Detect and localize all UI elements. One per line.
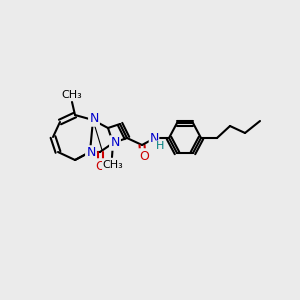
Text: O: O — [95, 160, 105, 172]
Text: H: H — [156, 141, 164, 151]
Text: O: O — [139, 149, 149, 163]
Text: CH₃: CH₃ — [103, 160, 123, 170]
Text: CH₃: CH₃ — [61, 90, 82, 100]
Text: N: N — [86, 146, 96, 160]
Text: N: N — [149, 133, 159, 146]
Text: N: N — [89, 112, 99, 125]
Text: N: N — [110, 136, 120, 149]
